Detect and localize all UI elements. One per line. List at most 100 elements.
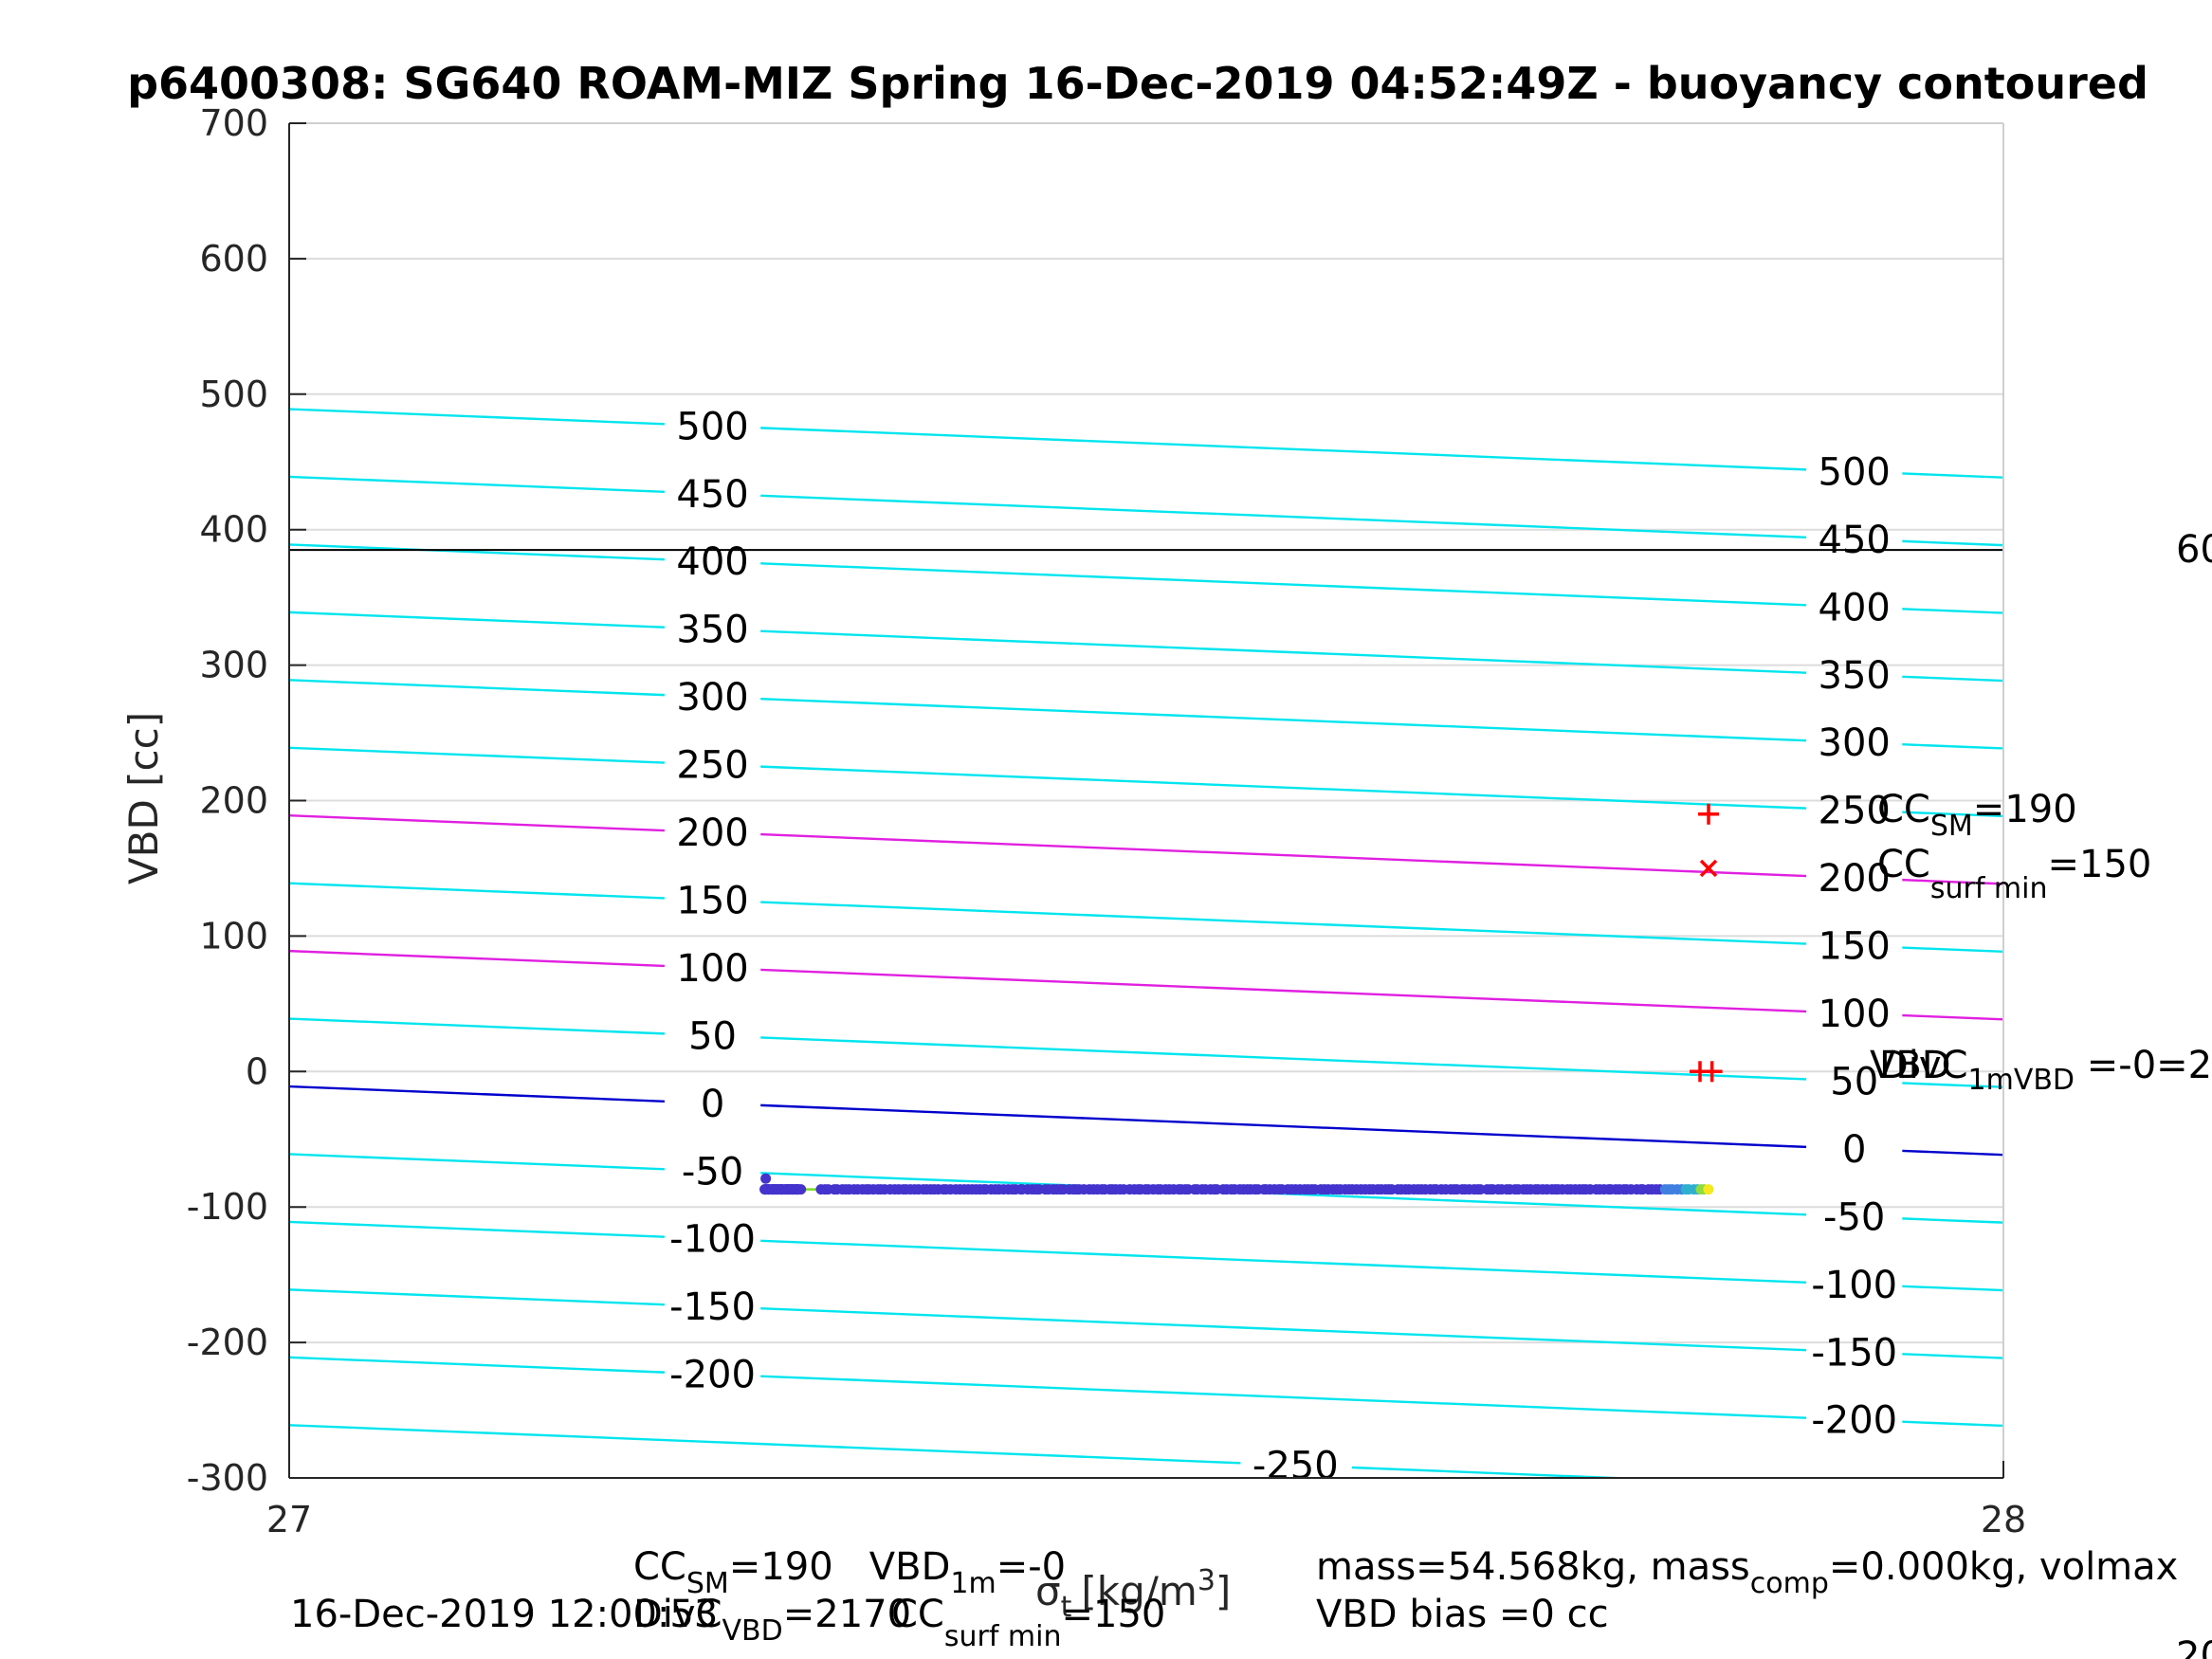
x-axis-label-units-close: ] <box>1216 1568 1231 1614</box>
contour-line-500 <box>760 427 1807 471</box>
contour-label-right: 150 <box>1819 925 1891 969</box>
footer-mass-line: mass=54.568kg, masscomp=0.000kg, volmax <box>1316 1545 2178 1600</box>
y-axis-label: VBD [cc] <box>120 712 167 884</box>
contour-line-250 <box>1902 811 2003 818</box>
contour-label-left: 400 <box>676 540 748 584</box>
contour-line-200 <box>289 814 665 832</box>
contour-line-200 <box>760 832 1807 878</box>
contour-line-300 <box>1902 743 2003 750</box>
contour-line--50 <box>1902 1217 2003 1224</box>
cc-sm-annotation: CCSM=190 <box>1877 788 2077 843</box>
contour-line-450 <box>760 494 1807 539</box>
contour-line-350 <box>760 629 1807 674</box>
contour-line--100 <box>289 1220 665 1238</box>
contour-line-500 <box>289 408 665 426</box>
x-tick-label: 28 <box>1981 1499 2026 1540</box>
contour-line-150 <box>289 882 665 900</box>
vbd-annotation-b: DivC1mVBD =-0=2170 <box>1879 1044 2212 1097</box>
vbd-annotation-b-text: DivC <box>1879 1044 1968 1087</box>
footer-corner-fragment: 20 <box>2176 1634 2212 1659</box>
y-tick-label: 600 <box>199 238 268 280</box>
contour-label-right: 250 <box>1819 790 1891 833</box>
contour-line--50 <box>289 1153 665 1171</box>
vbd-annotation-post: =-0=2170 <box>2075 1044 2212 1087</box>
contour-line--200 <box>1902 1420 2003 1428</box>
y-tick-label: 700 <box>199 102 268 144</box>
footer-mass-post: =0.000kg, volmax <box>1829 1545 2178 1589</box>
footer-divc-sub: VBD <box>722 1614 783 1648</box>
cc-surf-annotation: CCsurf min=150 <box>1877 843 2151 905</box>
footer-divc-pre: DivC <box>633 1593 722 1636</box>
contour-label-right: 400 <box>1819 586 1891 629</box>
contour-label-right: -50 <box>1823 1195 1885 1239</box>
contour-label-right: 50 <box>1830 1060 1878 1103</box>
y-tick-label: -300 <box>187 1457 268 1499</box>
x-axis-label-units-sup: 3 <box>1197 1564 1216 1597</box>
contour-line-500 <box>1902 472 2003 479</box>
contour-label-left: 250 <box>676 744 748 788</box>
x-axis-label-sub: t <box>1061 1591 1072 1624</box>
footer-vbd-bias: VBD bias =0 cc <box>1316 1593 1609 1636</box>
contour-line-0 <box>760 1103 1807 1149</box>
contour-label-left: 50 <box>688 1014 737 1058</box>
contour-label-right: 500 <box>1819 450 1891 494</box>
footer-cc-post: =190 VBD <box>729 1545 951 1589</box>
contour-line-300 <box>760 697 1807 742</box>
footer-vbd-post: =-0 <box>996 1545 1066 1589</box>
contour-line-0 <box>289 1085 665 1103</box>
footer-divc-line: DivCVBD=2170 <box>633 1593 911 1648</box>
cc-sm-sub: SM <box>1930 810 1973 843</box>
right-edge-fragment: 60 <box>2176 528 2212 572</box>
vbd-annotation-a: VBD <box>1870 1044 1951 1087</box>
contour-line-50 <box>1902 1082 2003 1088</box>
footer-cc-pre: CC <box>633 1545 686 1589</box>
y-tick-label: -200 <box>187 1322 268 1363</box>
contour-label-left: 350 <box>676 609 748 652</box>
footer-divc-post: =2170 <box>783 1593 911 1636</box>
contour-line-350 <box>1902 675 2003 683</box>
footer-mass-sub: comp <box>1750 1567 1829 1600</box>
x-tick-label: 27 <box>266 1499 312 1540</box>
contour-label-right: -100 <box>1811 1264 1897 1307</box>
contour-label-right: 100 <box>1819 993 1891 1036</box>
y-tick-label: 500 <box>199 374 268 415</box>
contour-line--150 <box>289 1288 665 1306</box>
contour-label-left: -150 <box>669 1285 756 1329</box>
contour-line-300 <box>289 679 665 697</box>
cc-surf-sub: surf min <box>1930 872 2048 905</box>
contour-label-left: 0 <box>701 1083 724 1126</box>
footer-timestamp: 16-Dec-2019 12:00:53 <box>290 1593 718 1636</box>
footer-ccsurf-post: =150 <box>1062 1593 1166 1636</box>
x-axis-label: σt [kg/m3] <box>1035 1564 1231 1624</box>
footer-mass-pre: mass=54.568kg, mass <box>1316 1545 1750 1589</box>
contour-line-150 <box>760 901 1807 945</box>
contour-line-400 <box>760 562 1807 607</box>
footer-ccsurf-sub: surf min <box>944 1620 1062 1653</box>
contour-line-450 <box>1902 539 2003 547</box>
dive-data-series <box>759 1173 1714 1195</box>
footer-cc-line: CCSM=190 VBD1m=-0 <box>633 1545 1066 1600</box>
contour-line-100 <box>289 949 665 968</box>
contour-label-left: 450 <box>676 473 748 517</box>
contour-line--100 <box>1902 1285 2003 1292</box>
contour-line-200 <box>1902 878 2003 885</box>
contour-line-400 <box>289 543 665 561</box>
y-tick-label: -100 <box>187 1186 268 1228</box>
contour-line--100 <box>760 1239 1807 1284</box>
contour-label-right: 450 <box>1819 519 1891 562</box>
x-axis-label-units: [kg/m <box>1081 1568 1197 1614</box>
contour-line--250 <box>1351 1466 1642 1478</box>
contour-label-left: -200 <box>669 1354 756 1397</box>
contour-line-250 <box>289 746 665 764</box>
contour-label-bottom: -250 <box>1252 1445 1339 1488</box>
contour-line--150 <box>1902 1353 2003 1359</box>
contour-label-right: 0 <box>1842 1128 1866 1172</box>
footer-cc-sub: SM <box>686 1567 729 1600</box>
x-axis-label-symbol: σ <box>1035 1568 1061 1614</box>
contour-line-0 <box>1902 1149 2003 1157</box>
contour-line-350 <box>289 611 665 629</box>
contour-label-left: -100 <box>669 1218 756 1262</box>
y-tick-label: 400 <box>199 509 268 551</box>
